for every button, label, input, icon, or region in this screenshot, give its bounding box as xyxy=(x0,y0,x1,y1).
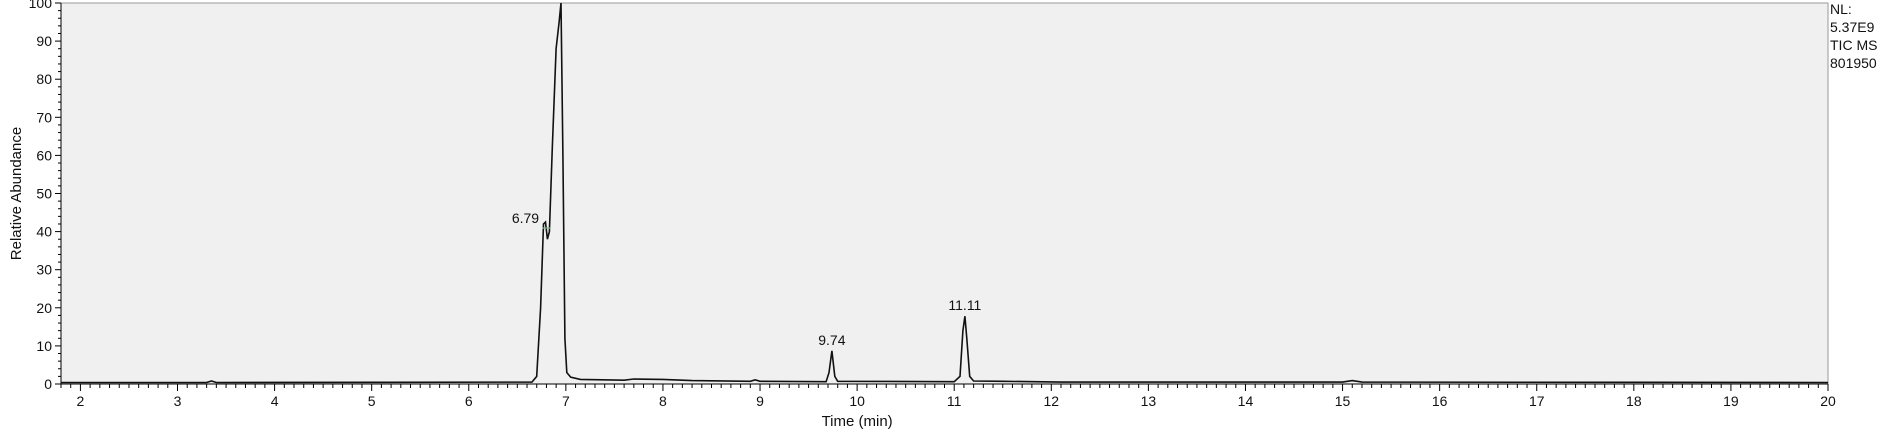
y-tick-label: 40 xyxy=(36,224,52,240)
x-tick-label: 6 xyxy=(465,393,473,409)
x-tick-label: 9 xyxy=(756,393,764,409)
y-tick-label: 70 xyxy=(36,109,52,125)
x-tick-label: 2 xyxy=(77,393,85,409)
x-tick-label: 4 xyxy=(271,393,279,409)
x-tick-label: 14 xyxy=(1238,393,1254,409)
x-tick-label: 16 xyxy=(1432,393,1448,409)
x-tick-label: 20 xyxy=(1820,393,1836,409)
normalization-annotation: NL: 5.37E9 TIC MS 801950 xyxy=(1830,1,1877,71)
y-tick-label: 80 xyxy=(36,71,52,87)
peak-label: 11.11 xyxy=(948,297,981,313)
y-tick-label: 100 xyxy=(29,0,53,11)
x-tick-label: 13 xyxy=(1141,393,1157,409)
plot-area xyxy=(60,2,1829,385)
y-tick-label: 20 xyxy=(36,300,52,316)
x-axis-label: Time (min) xyxy=(822,413,893,430)
x-tick-label: 3 xyxy=(174,393,182,409)
y-tick-label: 30 xyxy=(36,262,52,278)
x-tick-label: 7 xyxy=(562,393,570,409)
annotation-line: NL: xyxy=(1830,1,1852,17)
annotation-line: 5.37E9 xyxy=(1830,19,1875,35)
x-tick-label: 15 xyxy=(1335,393,1351,409)
y-tick-label: 50 xyxy=(36,186,52,202)
x-axis: 2 3 4 5 6 7 8 9 10 11 12 13 14 15 16 17 18 19 20 xyxy=(60,383,1836,409)
peak-label: 9.74 xyxy=(818,332,845,348)
peak-label: 6.79 xyxy=(512,210,539,226)
x-tick-label: 18 xyxy=(1626,393,1642,409)
y-axis: 0 10 20 30 40 50 60 70 80 90 100 xyxy=(29,0,62,392)
x-tick-label: 19 xyxy=(1723,393,1739,409)
x-tick-label: 17 xyxy=(1529,393,1545,409)
y-tick-label: 60 xyxy=(36,147,52,163)
y-axis-label: Relative Abundance xyxy=(8,127,25,260)
y-tick-label: 0 xyxy=(44,376,52,392)
y-tick-label: 90 xyxy=(36,33,52,49)
annotation-line: TIC MS xyxy=(1830,37,1877,53)
annotation-line: 801950 xyxy=(1830,55,1877,71)
x-tick-label: 10 xyxy=(849,393,865,409)
x-tick-label: 12 xyxy=(1044,393,1060,409)
x-tick-label: 5 xyxy=(368,393,376,409)
y-tick-label: 10 xyxy=(36,338,52,354)
x-tick-label: 8 xyxy=(659,393,667,409)
x-tick-label: 11 xyxy=(947,393,962,409)
series-line xyxy=(61,2,1829,384)
